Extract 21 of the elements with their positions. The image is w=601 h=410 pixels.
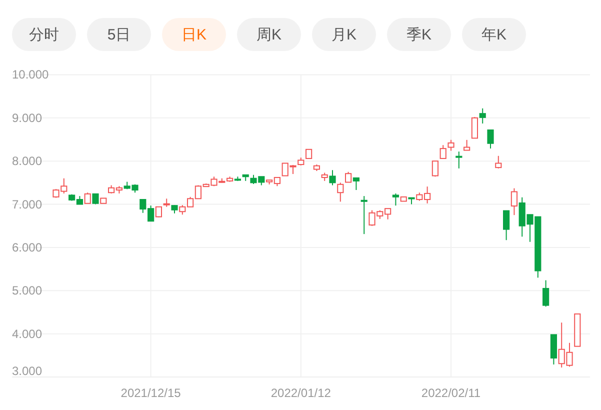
category-label: 5日 <box>107 26 131 44</box>
candlestick <box>456 151 462 169</box>
y-tick-label: 7.000 <box>12 197 42 212</box>
category-label: 季K <box>406 26 432 44</box>
x-tick-label: 2022/02/11 <box>421 386 481 400</box>
y-tick-label: 6.000 <box>12 240 42 254</box>
y-tick-label: 9.000 <box>12 110 42 125</box>
y-tick-label: 3.000 <box>12 364 42 378</box>
category-label: 分时 <box>29 26 59 44</box>
category-label: 月K <box>331 26 357 44</box>
x-tick-label: 2021/12/15 <box>120 386 182 400</box>
candlestick <box>329 170 336 186</box>
y-tick-label: 8.000 <box>12 154 42 168</box>
x-tick-label: 2022/01/12 <box>270 386 332 400</box>
y-tick-label: 5.000 <box>12 284 42 298</box>
candlestick <box>360 196 368 235</box>
category-label: 日K <box>181 26 207 44</box>
category-label: 年K <box>481 26 507 44</box>
category-label: 周K <box>256 26 282 44</box>
y-tick-label: 4.000 <box>12 326 42 341</box>
y-tick-label: 10.000 <box>12 68 50 82</box>
